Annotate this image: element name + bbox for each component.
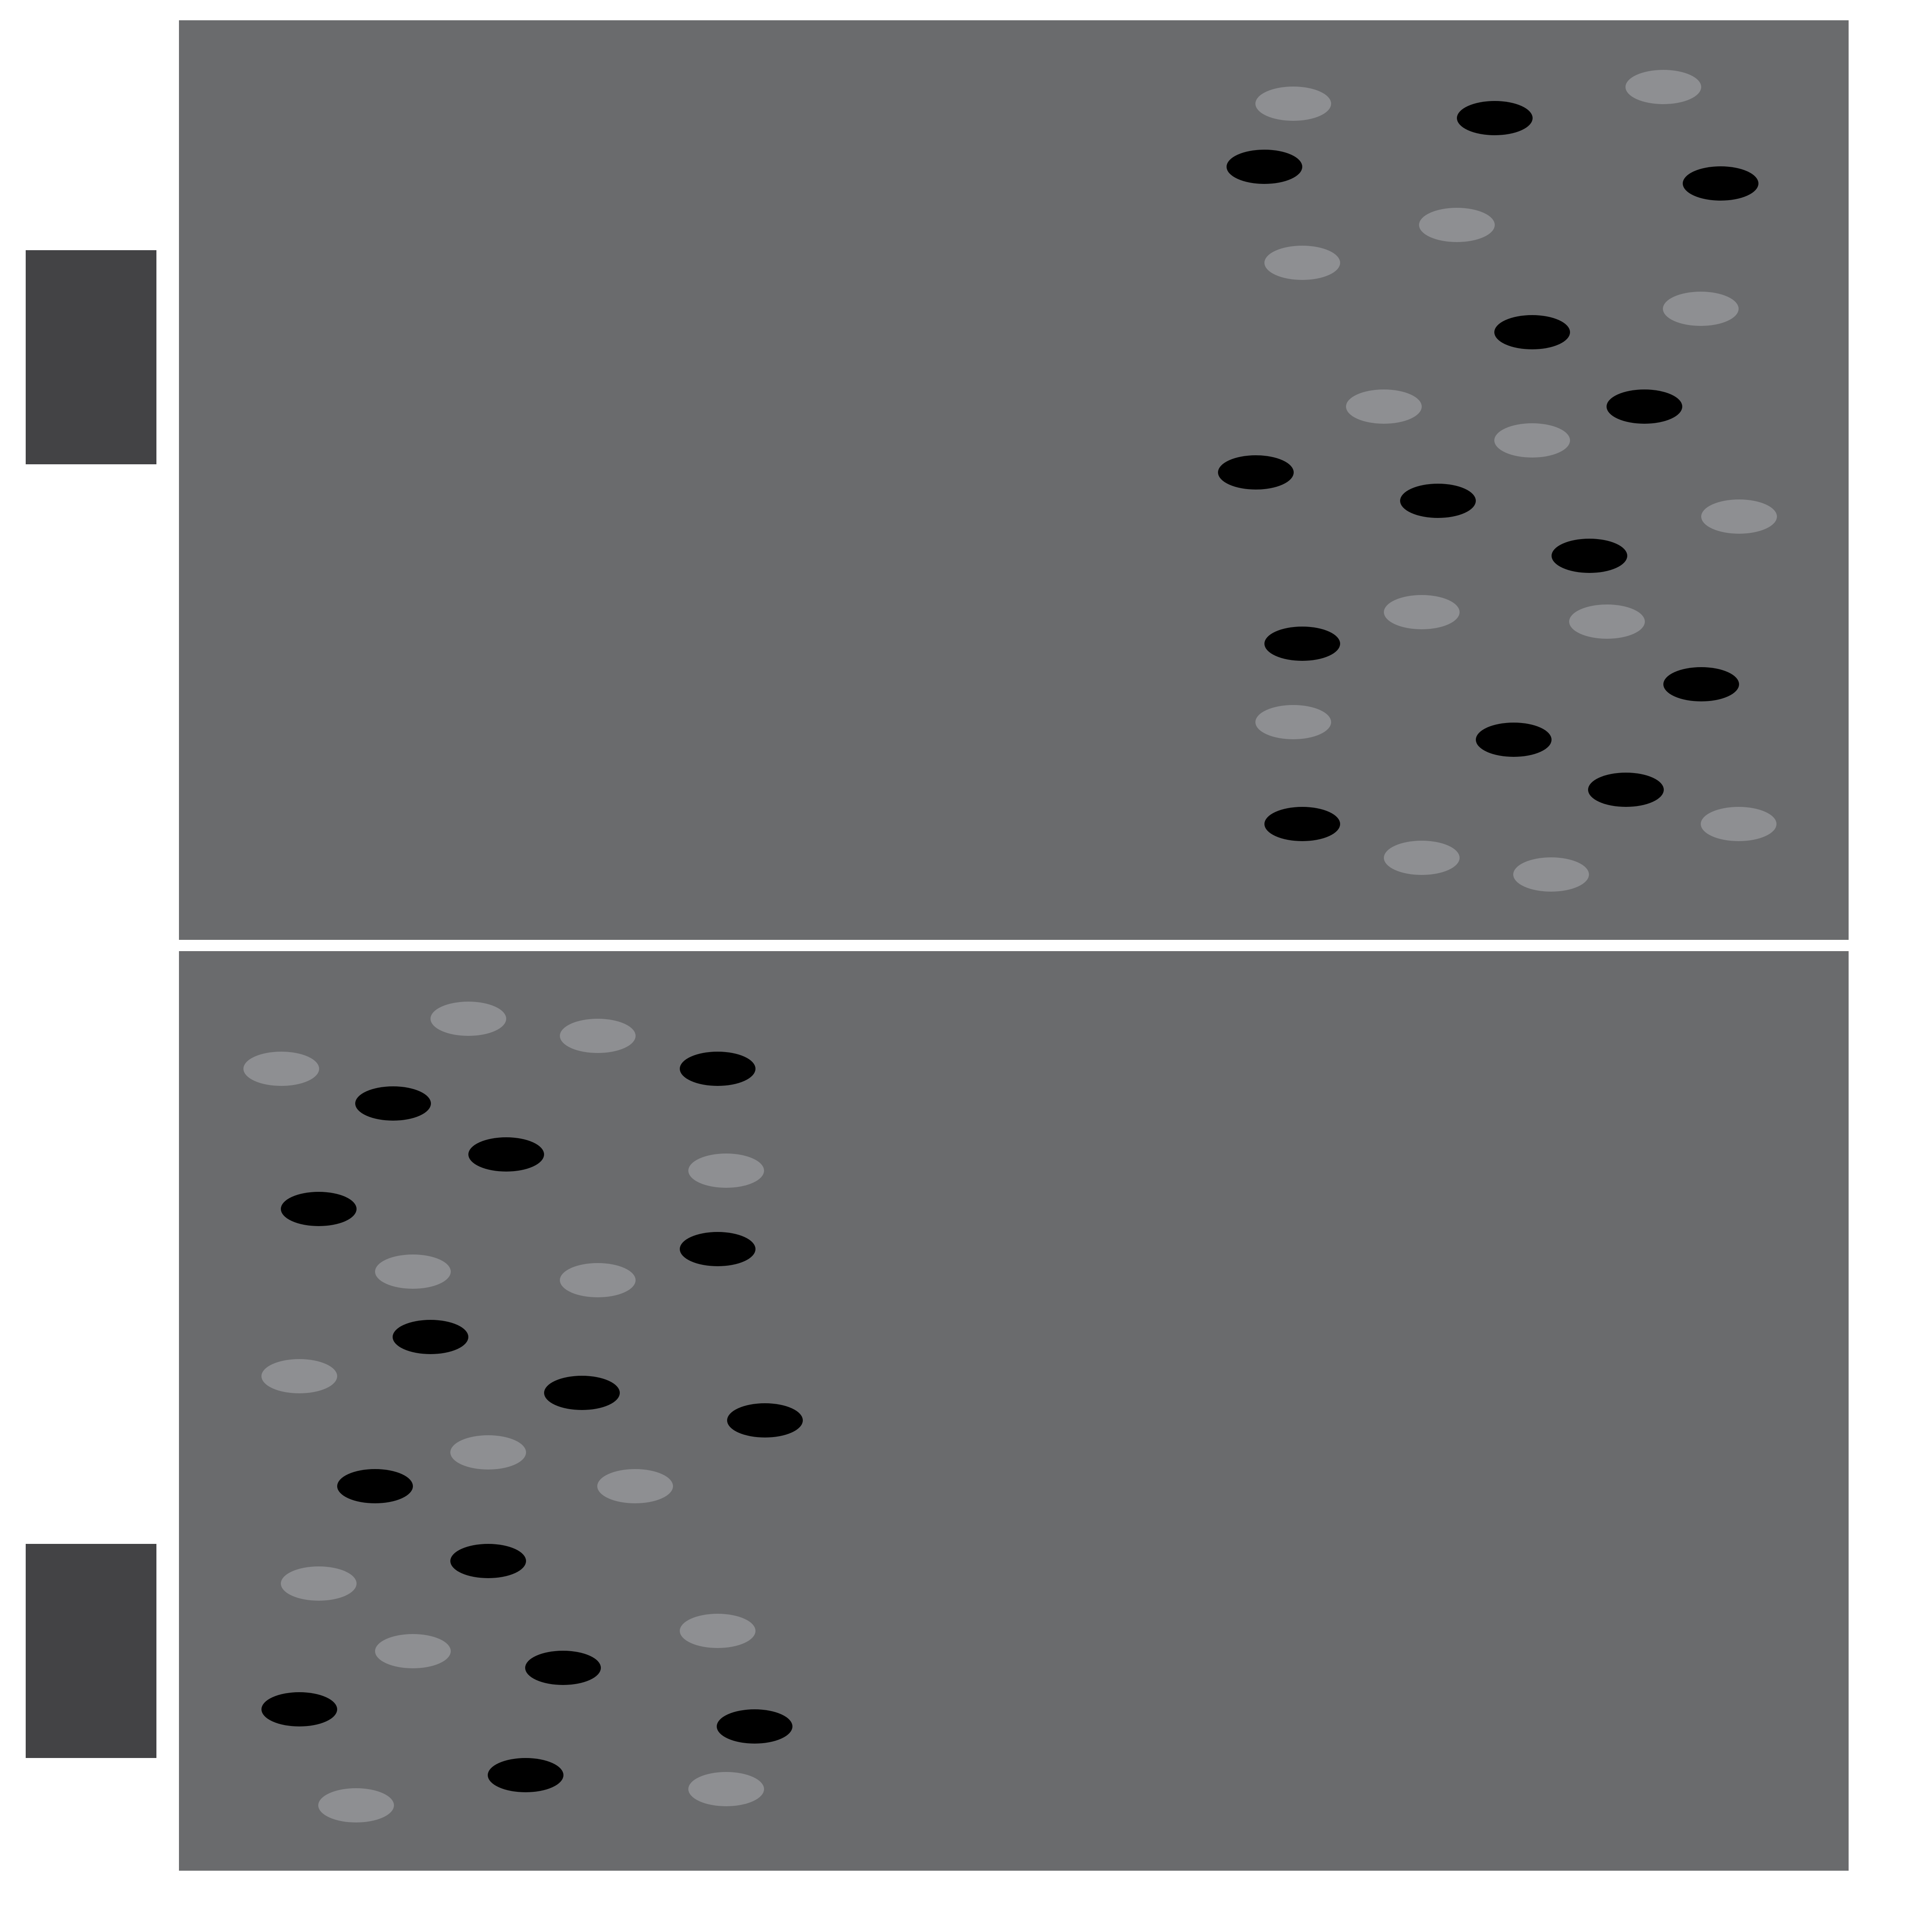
panel-top-dot-light xyxy=(1255,705,1331,739)
panel-top-dot-light xyxy=(1419,208,1495,242)
panel-top-dot-dark xyxy=(1400,484,1476,518)
panel-top-dot-light xyxy=(1701,807,1776,841)
panel-bottom-dot-dark xyxy=(680,1232,755,1266)
panel-bottom-dot-dark xyxy=(727,1403,803,1438)
panel-top-dot-light xyxy=(1663,292,1739,326)
panel-bottom-dot-dark xyxy=(355,1086,431,1121)
panel-bottom-dot-dark xyxy=(393,1320,468,1354)
panel-top-dot-dark xyxy=(1264,807,1340,841)
panel-bottom-dot-dark xyxy=(281,1192,357,1226)
panel-bottom-dot-dark xyxy=(450,1544,526,1578)
panel-top-dot-dark xyxy=(1552,539,1627,573)
panel-top-dot-light xyxy=(1384,841,1460,875)
panel-bottom-dot-light xyxy=(688,1772,764,1806)
panel-top-dot-light xyxy=(1569,604,1645,639)
panel-top-dot-light xyxy=(1255,87,1331,121)
panel-top-dot-dark xyxy=(1588,773,1664,807)
panel-bottom-dot-dark xyxy=(717,1709,792,1744)
panel-bottom-dot-light xyxy=(261,1359,337,1393)
panel-bottom-background xyxy=(179,951,1849,1871)
panel-bottom-dot-light xyxy=(688,1154,764,1188)
panel-bottom-dot-light xyxy=(430,1002,506,1036)
panel-top-dot-light xyxy=(1346,389,1422,424)
panel-bottom-dot-light xyxy=(560,1019,636,1053)
panel-bottom-dot-light xyxy=(680,1614,755,1648)
panel-bottom-dot-dark xyxy=(525,1651,601,1685)
panel-bottom-dot-dark xyxy=(337,1469,413,1503)
panel-bottom-dot-dark xyxy=(468,1137,544,1172)
panel-top-dot-dark xyxy=(1457,101,1533,135)
panel-top xyxy=(179,20,1849,940)
panel-bottom-dot-dark xyxy=(544,1376,620,1410)
panel-bottom-dot-light xyxy=(597,1469,673,1503)
panel-bottom-dot-light xyxy=(318,1788,394,1822)
panel-top-dot-light xyxy=(1494,423,1570,458)
panel-top-dot-light xyxy=(1513,857,1589,892)
panel-top-dot-dark xyxy=(1476,723,1552,757)
panel-top-dot-dark xyxy=(1607,389,1682,424)
panel-top-dot-dark xyxy=(1227,150,1302,184)
panel-bottom-dot-light xyxy=(560,1263,636,1297)
panel-top-dot-light xyxy=(1625,70,1701,104)
side-block-top xyxy=(26,250,156,464)
panel-top-dot-dark xyxy=(1494,315,1570,349)
panel-bottom-dot-dark xyxy=(261,1692,337,1726)
panel-bottom-dot-light xyxy=(281,1566,357,1601)
panel-top-dot-light xyxy=(1384,595,1460,629)
panel-top-dot-dark xyxy=(1683,166,1758,201)
panel-bottom-dot-dark xyxy=(488,1758,563,1792)
panel-top-dot-light xyxy=(1264,246,1340,280)
panel-bottom xyxy=(179,951,1849,1871)
panel-top-dot-dark xyxy=(1663,667,1739,701)
panel-bottom-dot-light xyxy=(450,1435,526,1470)
panel-bottom-dot-light xyxy=(375,1634,451,1668)
side-block-bottom xyxy=(26,1544,156,1758)
panel-bottom-dot-light xyxy=(375,1254,451,1289)
panel-top-dot-dark xyxy=(1218,455,1294,490)
panel-top-background xyxy=(179,20,1849,940)
panel-bottom-dot-light xyxy=(243,1052,319,1086)
panel-bottom-dot-dark xyxy=(680,1052,755,1086)
panel-top-dot-light xyxy=(1701,499,1777,534)
panel-top-dot-dark xyxy=(1264,627,1340,661)
